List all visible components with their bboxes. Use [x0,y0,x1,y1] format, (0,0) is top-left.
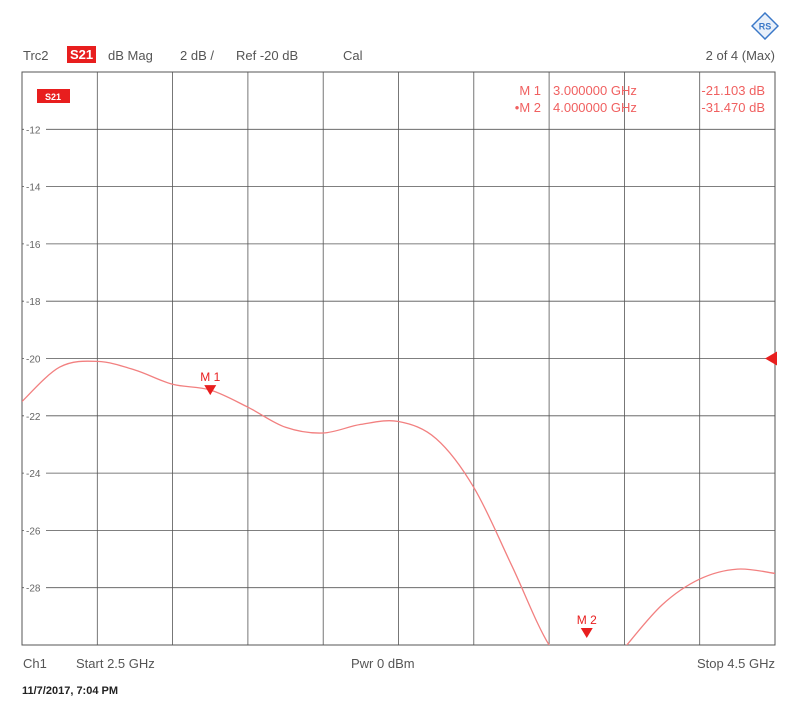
y-tick-label: -28 [26,584,41,595]
grid [21,71,776,646]
readout-readout-label: M 1 [519,83,541,98]
markers: M 1 M 2 [200,370,597,638]
marker-readout: M 1 3.000000 GHz -21.103 dB •M 2 4.000000 GH… [515,83,765,115]
trace-tag [37,89,70,103]
y-tick-label: -18 [26,297,41,308]
tick-bg [24,580,46,594]
timestamp: 11/7/2017, 7:04 PM [22,685,119,697]
readout-value: -21.103 dB [701,83,765,98]
trace-name[interactable]: Trc2 [23,48,49,63]
y-tick-label: -16 [26,240,41,251]
tick-bg [24,466,46,480]
channel-label[interactable]: Ch1 [23,656,47,671]
tick-bg [24,294,46,308]
y-tick-label: -26 [26,526,41,537]
trace-line [22,360,550,645]
trace-tag-label: S21 [45,92,61,102]
y-tick-label: -24 [26,469,41,480]
parameter-badge[interactable]: S21 [67,46,97,63]
tick-bg [24,351,46,365]
traces [22,360,775,645]
y-tick-label: -20 [26,355,41,366]
readout-readout-label: •M 2 [515,100,541,115]
start-freq[interactable]: Start 2.5 GHz [76,656,155,671]
window-info: 2 of 4 (Max) [705,48,775,63]
trace-line [626,568,775,645]
rs-logo-icon: RS [751,12,779,40]
format-label[interactable]: dB Mag [108,48,153,63]
power-label[interactable]: Pwr 0 dBm [351,656,415,671]
readout-value: -31.470 dB [701,100,765,115]
tick-bg [24,236,46,250]
tick-bg [24,122,46,136]
stop-freq[interactable]: Stop 4.5 GHz [696,656,775,671]
ref-label[interactable]: Ref -20 dB [236,48,299,63]
y-tick-label: -14 [26,183,41,194]
ref-level-arrow-icon [765,351,777,366]
scale-label[interactable]: 2 dB / [180,48,214,63]
y-tick-labels: -12 -14 -16 -18 -20 -22 -24 -26 -28 [24,122,46,595]
marker-label: M 2 [577,613,597,627]
marker-triangle [580,628,593,638]
tick-bg [24,179,46,193]
readout-freq: 4.000000 GHz [553,100,637,115]
cal-label: Cal [343,48,363,63]
readout-freq: 3.000000 GHz [553,83,637,98]
tick-bg [24,523,46,537]
y-tick-label: -12 [26,125,41,136]
tick-bg [24,408,46,422]
svg-text:RS: RS [759,22,772,32]
marker-label: M 1 [200,370,220,384]
y-tick-label: -22 [26,412,41,423]
marker-triangle [204,385,217,396]
